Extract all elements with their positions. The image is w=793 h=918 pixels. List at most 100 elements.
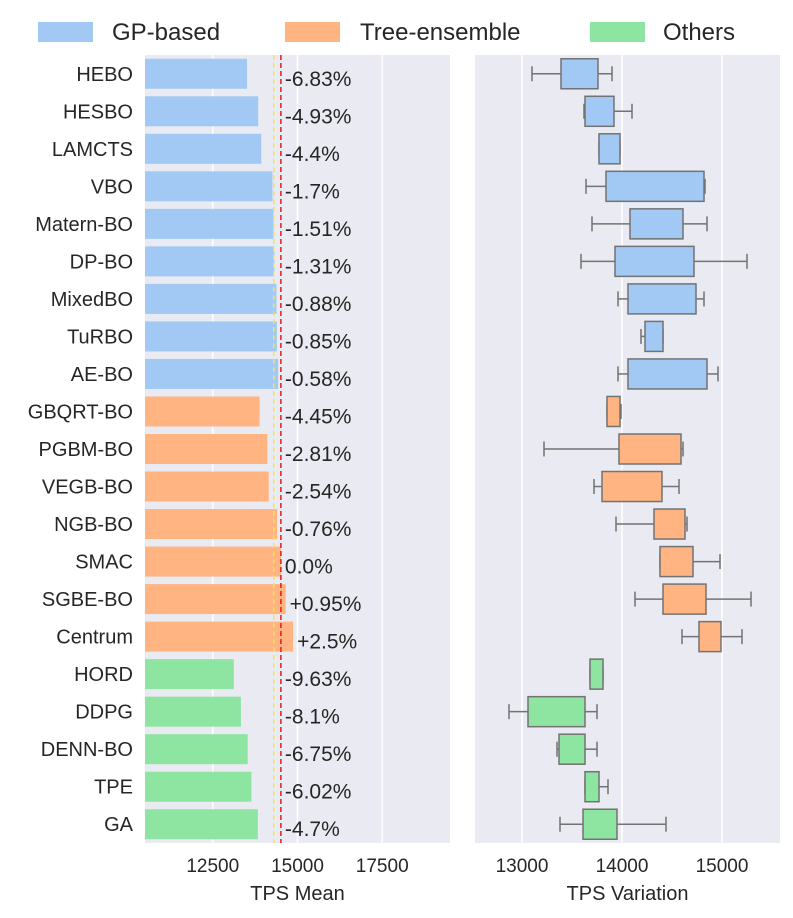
category-label: TuRBO: [67, 326, 133, 348]
category-label: SGBE-BO: [42, 589, 133, 611]
tps-mean-data-label: -6.02%: [285, 781, 352, 804]
tps-mean-tick-label: 17500: [356, 856, 409, 877]
box-iqr: [627, 358, 708, 390]
tps-mean-data-label: -1.31%: [285, 255, 352, 278]
box-iqr: [627, 283, 697, 315]
tps-mean-bar: [145, 246, 275, 277]
box-ae-bo: [617, 358, 719, 390]
tps-mean-data-label: -9.63%: [285, 668, 352, 691]
box-ga: [559, 808, 667, 840]
legend-swatch-tree-ensemble: [285, 22, 340, 42]
tps-mean-bar: [145, 283, 277, 314]
tps-mean-data-label: -4.45%: [285, 405, 352, 428]
box-matern-bo: [591, 208, 708, 240]
tps-mean-data-label: -0.85%: [285, 330, 352, 353]
category-label: PGBM-BO: [39, 439, 133, 461]
tps-mean-data-label: -1.51%: [285, 218, 352, 241]
category-label: GBQRT-BO: [28, 401, 133, 423]
tps-mean-data-label: -8.1%: [285, 706, 340, 729]
tps-mean-data-label: -1.7%: [285, 180, 340, 203]
box-ngb-bo: [615, 508, 688, 540]
category-label: GA: [104, 814, 134, 836]
box-iqr: [558, 733, 586, 765]
category-label: AE-BO: [71, 364, 133, 386]
box-ddpg: [508, 695, 598, 728]
box-vegb-bo: [593, 470, 680, 503]
tps-mean-data-label: -2.54%: [285, 481, 352, 504]
category-label: DP-BO: [70, 251, 133, 273]
box-centrum: [681, 620, 743, 653]
box-iqr: [659, 545, 694, 578]
tps-mean-bar: [145, 471, 269, 502]
tps-mean-data-label: -4.93%: [285, 105, 352, 128]
tps-variation-tick-label: 15000: [696, 856, 749, 877]
tps-mean-axis-label: TPS Mean: [250, 883, 344, 905]
tps-mean-bar: [145, 584, 286, 615]
tps-mean-data-label: -4.7%: [285, 818, 340, 841]
tps-mean-bar: [145, 171, 273, 202]
legend-swatch-gp-based: [38, 22, 93, 42]
category-label: HORD: [74, 664, 133, 686]
box-iqr: [653, 508, 686, 540]
box-iqr: [589, 658, 604, 690]
category-label: HESBO: [63, 101, 133, 123]
tps-mean-bar: [145, 396, 260, 427]
tps-mean-bar: [145, 208, 274, 239]
box-iqr: [618, 433, 682, 465]
tps-mean-bar: [145, 133, 262, 164]
tps-mean-data-label: +2.5%: [297, 631, 357, 654]
box-iqr: [601, 470, 663, 503]
tps-mean-data-label: -0.88%: [285, 293, 352, 316]
category-label: TPE: [94, 777, 133, 799]
category-label: DENN-BO: [41, 739, 133, 761]
box-iqr: [614, 245, 695, 278]
tps-variation-tick-label: 14000: [596, 856, 649, 877]
tps-mean-data-label: -0.58%: [285, 368, 352, 391]
category-label: Matern-BO: [35, 214, 133, 236]
box-denn-bo: [556, 733, 598, 765]
tps-mean-bar: [145, 58, 248, 89]
tps-mean-data-label: +0.95%: [290, 593, 362, 616]
tps-mean-bar: [145, 621, 294, 652]
box-lamcts: [598, 133, 621, 165]
box-turbo: [640, 320, 664, 353]
tps-mean-data-label: -6.83%: [285, 68, 352, 91]
box-iqr: [698, 620, 722, 653]
legend: GP-based Tree-ensemble Others: [38, 19, 735, 46]
box-hebo: [531, 58, 613, 90]
tps-mean-tick-label: 12500: [186, 856, 239, 877]
box-pgbm-bo: [543, 433, 684, 465]
box-hesbo: [583, 95, 633, 128]
tps-variation-tick-label: 13000: [496, 856, 549, 877]
tps-mean-data-label: -0.76%: [285, 518, 352, 541]
tps-variation-panel: 13000 14000 15000 TPS Variation: [475, 55, 780, 905]
box-iqr: [644, 320, 664, 353]
box-iqr: [605, 170, 705, 203]
box-hord: [589, 658, 604, 690]
box-iqr: [598, 133, 621, 165]
tps-mean-bar: [145, 659, 234, 690]
box-iqr: [584, 95, 615, 128]
box-gbqrt-bo: [606, 395, 622, 428]
tps-mean-data-label: 0.0%: [285, 556, 333, 579]
tps-mean-bar: [145, 546, 281, 577]
tps-mean-bar: [145, 809, 258, 840]
tps-mean-data-label: -6.75%: [285, 743, 352, 766]
tps-mean-bar: [145, 321, 277, 352]
box-iqr: [560, 58, 599, 90]
tps-mean-panel: 12500 15000 17500 TPS Mean HEBO -6.83% HESBO -4…: [28, 55, 450, 905]
box-vbo: [585, 170, 706, 203]
legend-swatch-others: [590, 22, 645, 42]
box-iqr: [584, 770, 600, 803]
category-label: LAMCTS: [52, 139, 133, 161]
tps-mean-bar: [145, 433, 268, 465]
box-tpe: [584, 770, 609, 803]
category-label: SMAC: [75, 552, 133, 574]
box-iqr: [662, 583, 707, 615]
box-iqr: [629, 208, 684, 240]
tps-mean-bar: [145, 509, 278, 540]
legend-label-gp-based: GP-based: [112, 19, 220, 46]
category-label: VBO: [91, 176, 133, 198]
box-sgbe-bo: [634, 583, 752, 615]
